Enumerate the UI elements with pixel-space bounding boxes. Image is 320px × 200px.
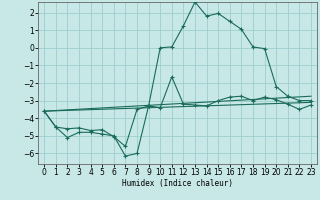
X-axis label: Humidex (Indice chaleur): Humidex (Indice chaleur) — [122, 179, 233, 188]
